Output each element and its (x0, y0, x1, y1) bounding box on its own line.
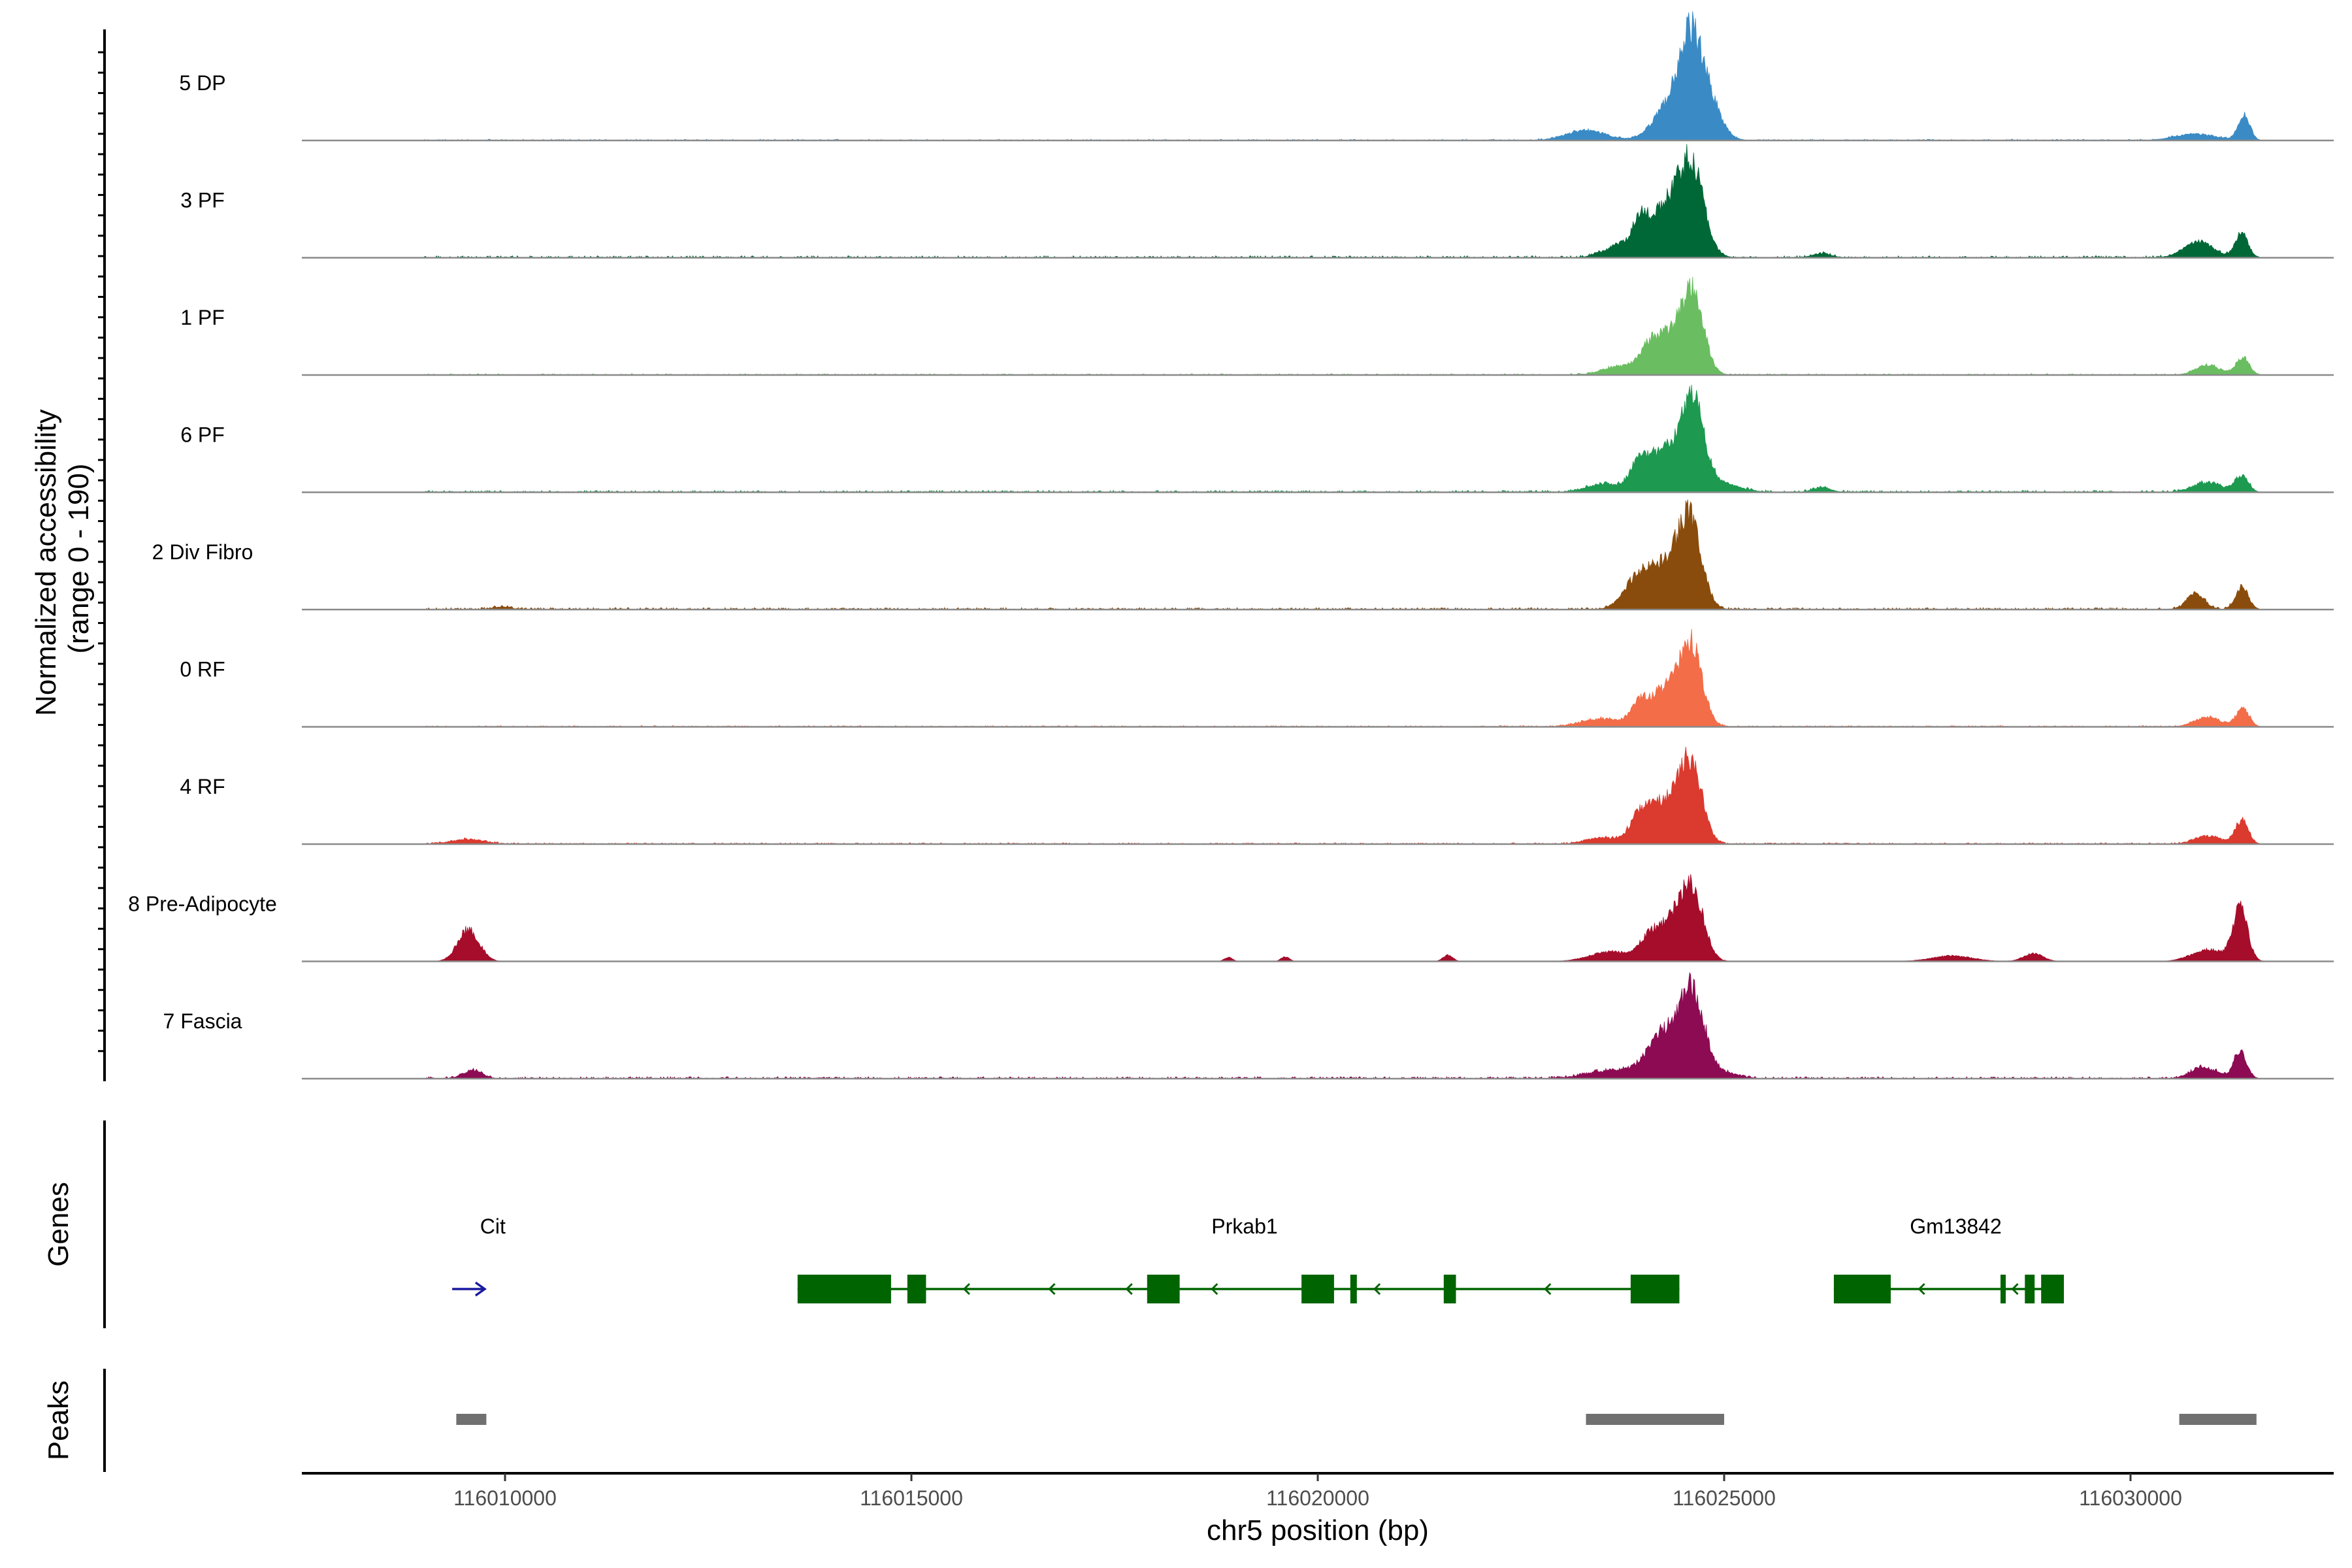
gene-strand-chevron (1048, 1282, 1056, 1296)
gene-exon (1833, 1275, 1891, 1303)
gene-exon (907, 1275, 926, 1303)
gene-exon (1350, 1275, 1357, 1303)
gene-models: Cit Prkab1 Gm13842 (452, 1215, 2064, 1303)
coverage-tracks: 5 DP 3 PF 1 PF 6 PF 2 Div Fibro 0 RF 4 RF 8 Pre… (128, 11, 2334, 1080)
gene-exon (797, 1275, 891, 1303)
gene-label: Cit (480, 1215, 506, 1238)
gene-exon (2001, 1275, 2006, 1303)
track-label: 3 PF (180, 189, 225, 212)
gene-model: Prkab1 (797, 1215, 1680, 1303)
track: 3 PF (180, 144, 2334, 259)
track: 2 Div Fibro (152, 499, 2334, 611)
peak-regions (456, 1414, 2257, 1425)
track-label: 0 RF (180, 658, 225, 681)
gene-model: Gm13842 (1833, 1215, 2064, 1303)
coverage-y-axis (98, 29, 106, 1081)
gene-exon (2025, 1275, 2035, 1303)
gene-label: Gm13842 (1910, 1215, 2002, 1238)
x-axis-ticks: 116010000 116015000 116020000 116025000 1160… (453, 1473, 2182, 1510)
coverage-y-axis-title: Normalized accessibility (range 0 - 190) (30, 401, 95, 716)
peak-region (2179, 1414, 2257, 1425)
gene-model: Cit (452, 1215, 506, 1297)
x-tick-label: 116025000 (1673, 1486, 1776, 1510)
track-label: 1 PF (180, 306, 225, 329)
gene-strand-chevron (1544, 1282, 1552, 1296)
x-axis: 116010000 116015000 116020000 116025000 1160… (302, 1472, 2334, 1546)
track: 8 Pre-Adipocyte (128, 874, 2334, 962)
gene-strand-chevron (1373, 1282, 1381, 1296)
track: 6 PF (180, 384, 2334, 493)
gene-exon (1443, 1275, 1456, 1303)
gene-exon (1301, 1275, 1334, 1303)
gene-strand-chevron (2011, 1282, 2019, 1296)
x-tick-label: 116020000 (1266, 1486, 1369, 1510)
gene-strand-chevron (1918, 1282, 1925, 1296)
y-axis-title-line1: Normalized accessibility (30, 409, 62, 715)
track: 5 DP (179, 11, 2334, 142)
y-axis-title-line2: (range 0 - 190) (63, 463, 95, 653)
gene-strand-arrow-head (474, 1281, 487, 1297)
track-label: 8 Pre-Adipocyte (128, 892, 277, 916)
track: 7 Fascia (163, 972, 2334, 1080)
genes-panel-title: Genes (42, 1182, 74, 1267)
gene-exon (1630, 1275, 1680, 1303)
peaks-panel: Peaks (42, 1369, 2257, 1472)
x-tick-label: 116010000 (453, 1486, 557, 1510)
gene-exon (2041, 1275, 2064, 1303)
track: 4 RF (180, 746, 2334, 845)
track: 1 PF (180, 276, 2334, 376)
track-label: 4 RF (180, 775, 225, 798)
peaks-panel-title: Peaks (42, 1380, 74, 1460)
x-tick-label: 116015000 (860, 1486, 963, 1510)
peak-region (456, 1414, 487, 1425)
track: 0 RF (180, 629, 2334, 728)
genes-panel: Genes Cit Prkab1 Gm13842 (42, 1120, 2064, 1328)
coverage-y-axis-ticks (98, 51, 105, 1053)
track-label: 6 PF (180, 423, 225, 447)
gene-strand-chevron (1125, 1282, 1133, 1296)
x-tick-label: 116030000 (2079, 1486, 2182, 1510)
x-axis-title: chr5 position (bp) (1207, 1514, 1429, 1546)
gene-exon (1147, 1275, 1180, 1303)
track-label: 5 DP (179, 71, 225, 95)
gene-strand-chevron (962, 1282, 970, 1296)
track-label: 2 Div Fibro (152, 540, 253, 564)
gene-label: Prkab1 (1211, 1215, 1277, 1238)
gene-strand-chevron (1211, 1282, 1218, 1296)
peak-region (1586, 1414, 1724, 1425)
track-label: 7 Fascia (163, 1009, 242, 1033)
